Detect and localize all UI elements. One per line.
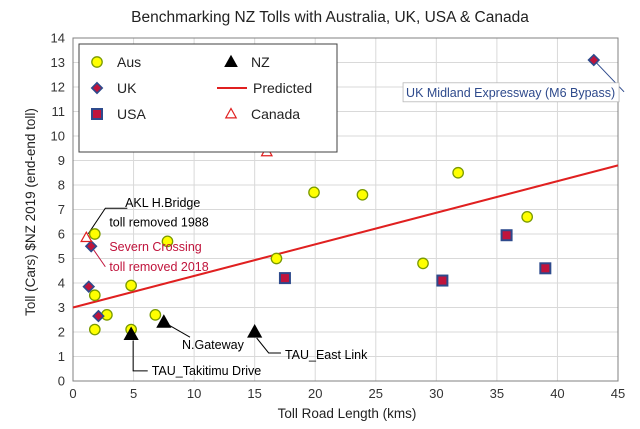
legend-swatch-canada [224, 107, 238, 119]
annotation-leader [87, 207, 128, 234]
annotation-uk-midland: UK Midland Expressway (M6 Bypass) [406, 86, 615, 100]
aus-point [149, 308, 162, 321]
y-tick-label: 6 [58, 227, 65, 242]
legend-swatch-aus [91, 56, 103, 68]
predicted-trend-line [72, 164, 619, 309]
annotation-box [402, 82, 620, 103]
legend-label-canada: Canada [251, 106, 300, 122]
annotation-leader [256, 337, 281, 354]
y-tick-label: 4 [58, 276, 65, 291]
x-tick-label: 15 [247, 386, 261, 401]
x-tick-label: 40 [550, 386, 564, 401]
aus-point [88, 228, 101, 240]
x-axis: 0 5 10 15 20 25 30 35 40 45 [69, 386, 625, 401]
aus-point [161, 235, 174, 248]
y-tick-label: 5 [58, 251, 65, 266]
chart-title: Benchmarking NZ Tolls with Australia, UK… [131, 9, 529, 26]
usa-point [278, 272, 291, 285]
legend-swatch-nz [224, 54, 238, 68]
annotation-tau-east: TAU_East Link [285, 348, 368, 362]
aus-point [125, 279, 137, 292]
nz-point [247, 324, 263, 338]
annotation-akl-line1: AKL H.Bridge [125, 196, 200, 210]
legend-swatch-uk [90, 81, 104, 95]
x-tick-label: 0 [69, 386, 76, 401]
y-tick-label: 10 [51, 129, 65, 144]
legend-swatch-usa [91, 108, 103, 120]
plot-area [72, 37, 619, 382]
usa-point [500, 229, 513, 242]
annotation-akl-line2: toll removed 1988 [109, 216, 208, 230]
annotation-ngateway: N.Gateway [182, 338, 245, 352]
legend-label-usa: USA [117, 106, 146, 122]
annotations: UK Midland Expressway (M6 Bypass) AKL H.B… [109, 82, 620, 378]
legend-label-aus: Aus [117, 54, 141, 70]
aus-point [417, 257, 429, 270]
x-tick-label: 45 [611, 386, 625, 401]
y-axis-label: Toll (Cars) $NZ 2019 (end-end toll) [23, 108, 38, 316]
x-axis-label: Toll Road Length (kms) [278, 406, 417, 421]
legend-box [78, 43, 338, 153]
x-tick-label: 30 [429, 386, 443, 401]
annotation-leader [132, 340, 148, 372]
y-tick-label: 13 [51, 55, 65, 70]
x-tick-label: 10 [187, 386, 201, 401]
x-tick-label: 25 [369, 386, 383, 401]
aus-point [270, 252, 283, 265]
uk-point [587, 53, 601, 67]
x-tick-label: 20 [308, 386, 322, 401]
y-tick-label: 9 [58, 153, 65, 168]
x-tick-label: 35 [490, 386, 504, 401]
y-tick-label: 12 [51, 80, 65, 95]
predicted-line [72, 164, 619, 309]
nz-point [156, 314, 172, 328]
annotation-severn-line1: Severn Crossing [109, 240, 201, 254]
aus-point [356, 188, 369, 201]
y-tick-label: 3 [58, 300, 65, 315]
y-tick-label: 7 [58, 202, 65, 217]
usa-point [436, 274, 449, 287]
nz-point [123, 326, 139, 341]
usa-point [539, 262, 552, 275]
y-tick-label: 2 [58, 325, 65, 340]
y-tick-label: 8 [58, 178, 65, 193]
data-points [80, 53, 601, 341]
aus-point [452, 166, 464, 179]
uk-point [82, 280, 96, 294]
legend-label-predicted: Predicted [253, 80, 312, 96]
aus-point [308, 186, 320, 199]
legend: Aus NZ UK Predicted USA Canada [78, 43, 338, 153]
annotation-severn-line2: toll removed 2018 [109, 260, 208, 274]
aus-point [88, 323, 101, 336]
y-tick-label: 1 [58, 349, 65, 364]
y-tick-label: 14 [51, 31, 65, 46]
uk-point [92, 309, 105, 323]
aus-point [521, 211, 534, 223]
uk-point [84, 239, 98, 253]
y-tick-label: 0 [58, 374, 65, 389]
x-tick-label: 5 [130, 386, 137, 401]
y-tick-label: 11 [52, 104, 66, 119]
canada-point [80, 230, 93, 243]
legend-label-uk: UK [117, 80, 137, 96]
aus-point [88, 289, 101, 302]
legend-label-nz: NZ [251, 54, 270, 70]
annotation-tau-takitimu: TAU_Takitimu Drive [152, 364, 262, 378]
